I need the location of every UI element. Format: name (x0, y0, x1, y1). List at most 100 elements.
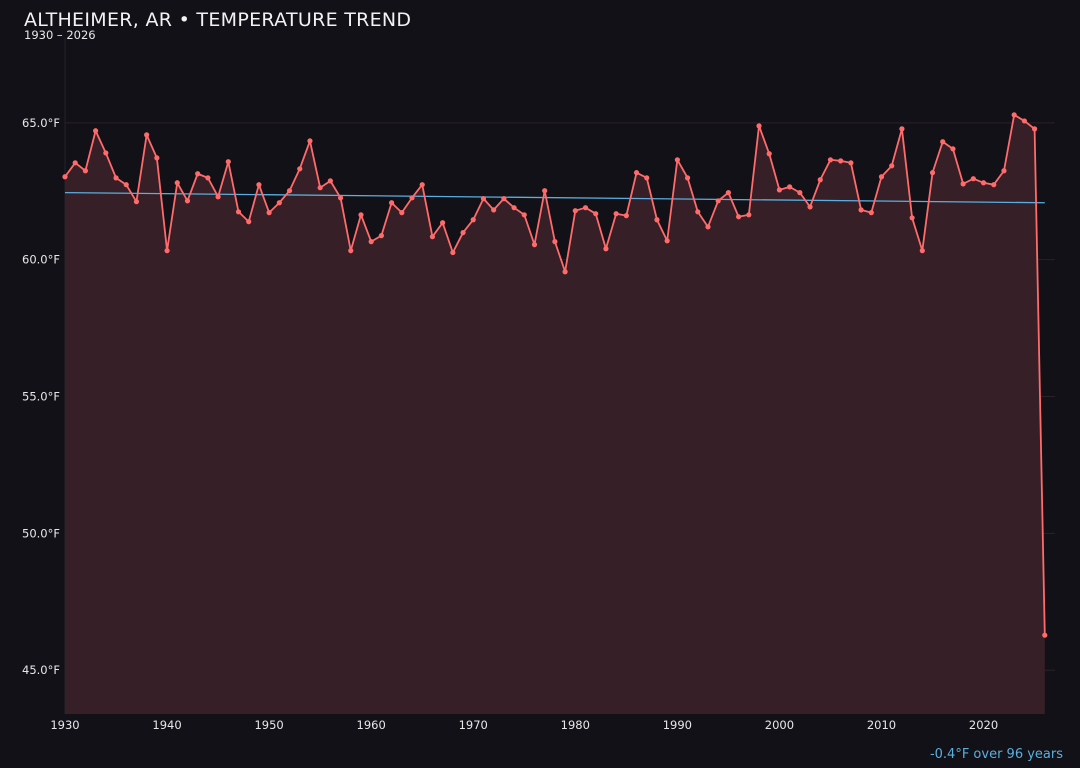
data-point (256, 182, 262, 188)
data-point (440, 220, 446, 226)
data-point (388, 200, 395, 206)
data-point (480, 196, 487, 202)
data-point (756, 123, 762, 129)
data-point (337, 195, 344, 201)
data-point (644, 175, 650, 181)
data-point (144, 132, 150, 138)
data-point (889, 163, 895, 169)
data-point (868, 210, 874, 216)
data-point (929, 170, 936, 176)
data-point (195, 171, 201, 177)
data-point (348, 248, 354, 254)
x-tick-label: 1960 (357, 718, 386, 732)
data-point (940, 139, 946, 145)
data-point (776, 187, 783, 193)
data-point (501, 196, 507, 202)
data-point (317, 185, 323, 191)
data-point (297, 166, 303, 172)
data-point (827, 157, 834, 163)
data-point (133, 199, 140, 205)
area-fill (65, 114, 1045, 714)
data-point (684, 175, 691, 181)
data-point (552, 239, 558, 245)
data-point (562, 269, 568, 275)
x-tick-label: 2010 (867, 718, 896, 732)
x-tick-label: 1980 (561, 718, 590, 732)
data-point (1011, 112, 1017, 118)
data-point (603, 246, 609, 252)
data-point (164, 248, 170, 254)
data-point (286, 188, 293, 194)
data-point (950, 146, 956, 152)
data-point (623, 213, 629, 219)
y-tick-label: 50.0°F (22, 526, 60, 540)
data-point (593, 211, 599, 217)
x-tick-label: 1970 (459, 718, 488, 732)
data-point (838, 158, 844, 164)
data-point (358, 212, 364, 218)
data-point (113, 175, 119, 181)
data-point (817, 177, 823, 183)
data-point (82, 168, 89, 174)
y-tick-label: 45.0°F (22, 663, 60, 677)
data-point (368, 239, 374, 245)
data-point (705, 224, 711, 230)
data-point (909, 215, 915, 221)
data-point (399, 210, 405, 216)
y-tick-label: 65.0°F (22, 116, 60, 130)
data-point (654, 217, 660, 223)
data-point (919, 248, 925, 254)
data-point (787, 184, 793, 190)
data-point (327, 178, 333, 184)
data-point (205, 175, 211, 181)
data-point (633, 170, 640, 176)
data-point (215, 194, 221, 200)
trend-annotation: -0.4°F over 96 years (929, 747, 1063, 762)
data-point (848, 160, 854, 166)
trend-line (64, 191, 1045, 204)
x-tick-label: 2020 (969, 718, 998, 732)
data-point (531, 242, 538, 248)
data-point (715, 198, 721, 204)
data-point (1031, 126, 1038, 132)
data-point (225, 159, 231, 165)
x-tick-label: 2000 (765, 718, 794, 732)
data-point (266, 210, 272, 216)
x-tick-label: 1990 (663, 718, 692, 732)
data-point (123, 182, 129, 188)
data-point (470, 217, 476, 223)
data-point (736, 214, 742, 220)
data-point (154, 155, 160, 161)
y-tick-label: 60.0°F (22, 253, 60, 267)
data-point (797, 190, 803, 196)
data-point (613, 211, 619, 217)
data-point (491, 207, 497, 213)
data-point (72, 160, 78, 166)
data-point (521, 212, 527, 218)
data-point (1001, 168, 1007, 174)
data-point (991, 182, 997, 188)
x-tick-label: 1940 (152, 718, 181, 732)
chart-subtitle: 1930 – 2026 (24, 28, 96, 42)
data-point (93, 128, 99, 134)
data-point (807, 204, 813, 210)
data-point (766, 151, 772, 157)
data-point (103, 150, 109, 156)
data-point (62, 174, 68, 180)
chart-title: ALTHEIMER, AR • TEMPERATURE TREND (24, 9, 412, 31)
data-point (460, 229, 466, 236)
data-point (980, 180, 987, 186)
data-point (725, 190, 732, 196)
data-point (276, 200, 282, 206)
data-point (878, 174, 885, 180)
x-tick-label: 1930 (50, 718, 79, 732)
data-point (307, 138, 313, 144)
data-point (419, 182, 425, 188)
data-point (378, 233, 384, 239)
y-tick-label: 55.0°F (22, 390, 60, 404)
data-point (542, 188, 548, 194)
data-point (246, 219, 252, 225)
data-point (960, 181, 966, 187)
data-point (174, 180, 180, 186)
